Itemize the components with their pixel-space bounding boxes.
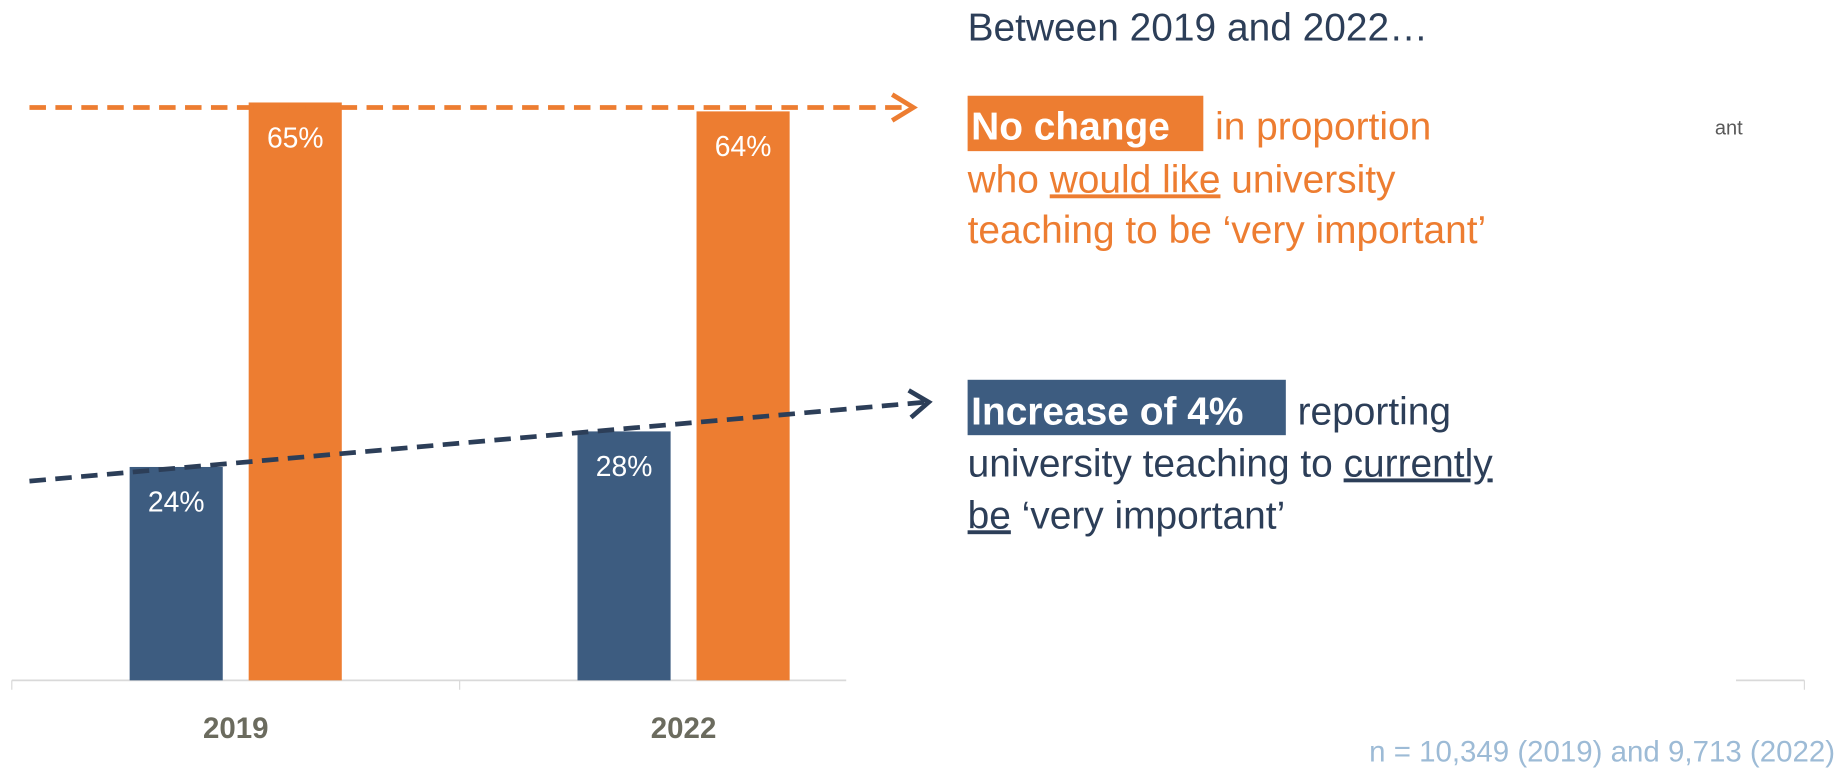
- arrow-head: [890, 92, 918, 123]
- arrow-head: [907, 388, 933, 420]
- data-label: 64%: [715, 130, 772, 162]
- annotation-line: No change in proportion: [971, 105, 1431, 148]
- highlight-text: No change: [971, 105, 1170, 148]
- highlight-box: [967, 379, 1286, 436]
- annotation-text: university: [1231, 158, 1396, 201]
- annotation-line: university teaching to currently: [968, 442, 1494, 485]
- bar: [577, 431, 671, 681]
- annotation-text: in proportion: [1215, 105, 1431, 148]
- data-label: 65%: [267, 121, 324, 153]
- footnote: n = 10,349 (2019) and 9,713 (2022): [1369, 736, 1835, 769]
- heading: Between 2019 and 2022…: [968, 6, 1428, 49]
- trend-arrow: [29, 399, 926, 484]
- clipped-text: ant: [1715, 118, 1743, 140]
- bar: [129, 466, 223, 681]
- annotation-text: university teaching to: [968, 442, 1333, 485]
- annotation-line: teaching to be ‘very important’: [968, 209, 1487, 252]
- annotation-text: who: [967, 158, 1039, 201]
- annotation-text: reporting: [1298, 391, 1451, 434]
- annotation-text: would like: [1049, 158, 1221, 201]
- annotation-line: be ‘very important’: [968, 494, 1286, 537]
- x-tick-label: 2019: [203, 712, 269, 745]
- highlight-text: Increase of 4%: [971, 391, 1243, 434]
- annotation-text: currently: [1344, 442, 1494, 485]
- bar: [696, 111, 790, 681]
- data-label: 28%: [596, 450, 653, 482]
- bar: [248, 102, 342, 681]
- annotation-line: who would like university: [967, 158, 1396, 201]
- annotation-line: Increase of 4% reporting: [971, 391, 1451, 434]
- annotation-text: be: [968, 494, 1011, 537]
- highlight-box: [967, 95, 1204, 152]
- annotation-text: ‘very important’: [1022, 494, 1286, 537]
- x-tick-label: 2022: [651, 712, 717, 745]
- data-label: 24%: [148, 486, 205, 518]
